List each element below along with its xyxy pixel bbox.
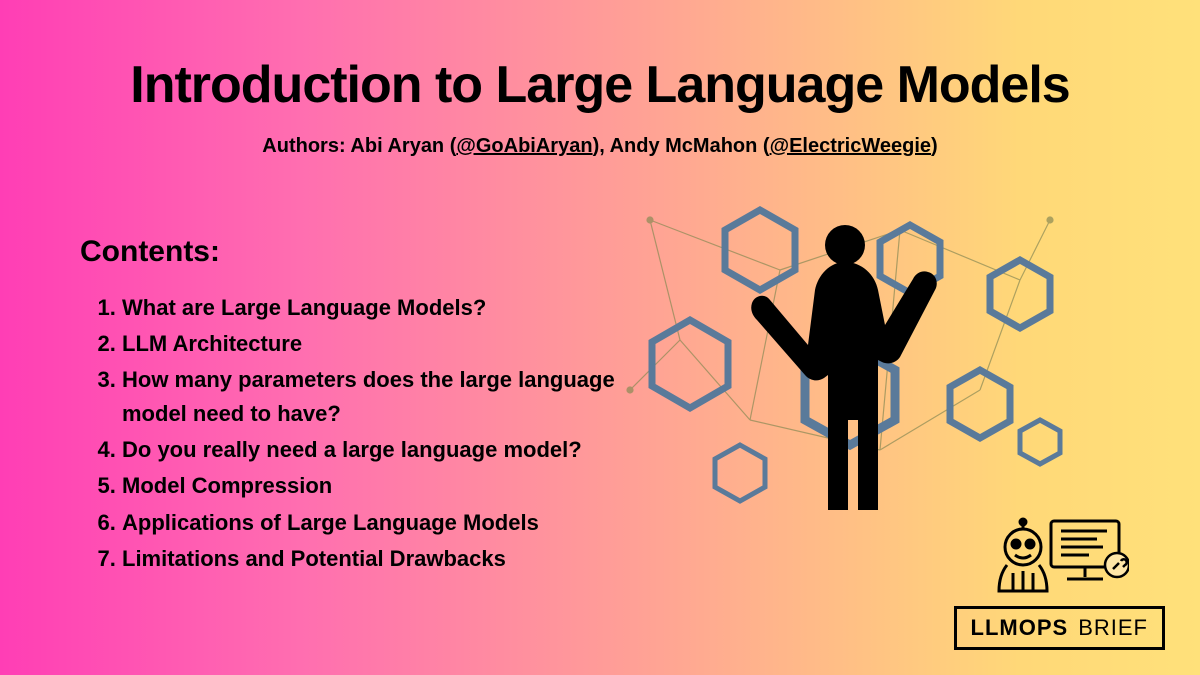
author-handle-1[interactable]: @GoAbiAryan (456, 135, 592, 157)
robot-monitor-icon (989, 515, 1129, 595)
page-title: Introduction to Large Language Models (0, 0, 1200, 115)
list-item: LLM Architecture (122, 327, 640, 361)
list-item: Do you really need a large language mode… (122, 433, 640, 467)
logo-block: LLMOPS BRIEF (954, 515, 1165, 650)
authors-prefix: Authors: Abi Aryan ( (262, 135, 456, 157)
contents-heading: Contents: (80, 235, 640, 269)
authors-mid: ), Andy McMahon ( (593, 135, 770, 157)
contents-list: What are Large Language Models? LLM Arch… (80, 291, 640, 576)
authors-suffix: ) (931, 135, 938, 157)
logo-text-light: BRIEF (1078, 615, 1148, 641)
logo-box: LLMOPS BRIEF (954, 606, 1165, 650)
list-item: Model Compression (122, 469, 640, 503)
hexagon-network-graphic (600, 190, 1080, 530)
list-item: What are Large Language Models? (122, 291, 640, 325)
list-item: Applications of Large Language Models (122, 506, 640, 540)
authors-line: Authors: Abi Aryan (@GoAbiAryan), Andy M… (0, 135, 1200, 158)
logo-text-bold: LLMOPS (971, 615, 1069, 641)
contents-block: Contents: What are Large Language Models… (80, 235, 640, 578)
author-handle-2[interactable]: @ElectricWeegie (770, 135, 931, 157)
person-silhouette-icon (751, 225, 937, 510)
list-item: How many parameters does the large langu… (122, 363, 640, 431)
list-item: Limitations and Potential Drawbacks (122, 542, 640, 576)
